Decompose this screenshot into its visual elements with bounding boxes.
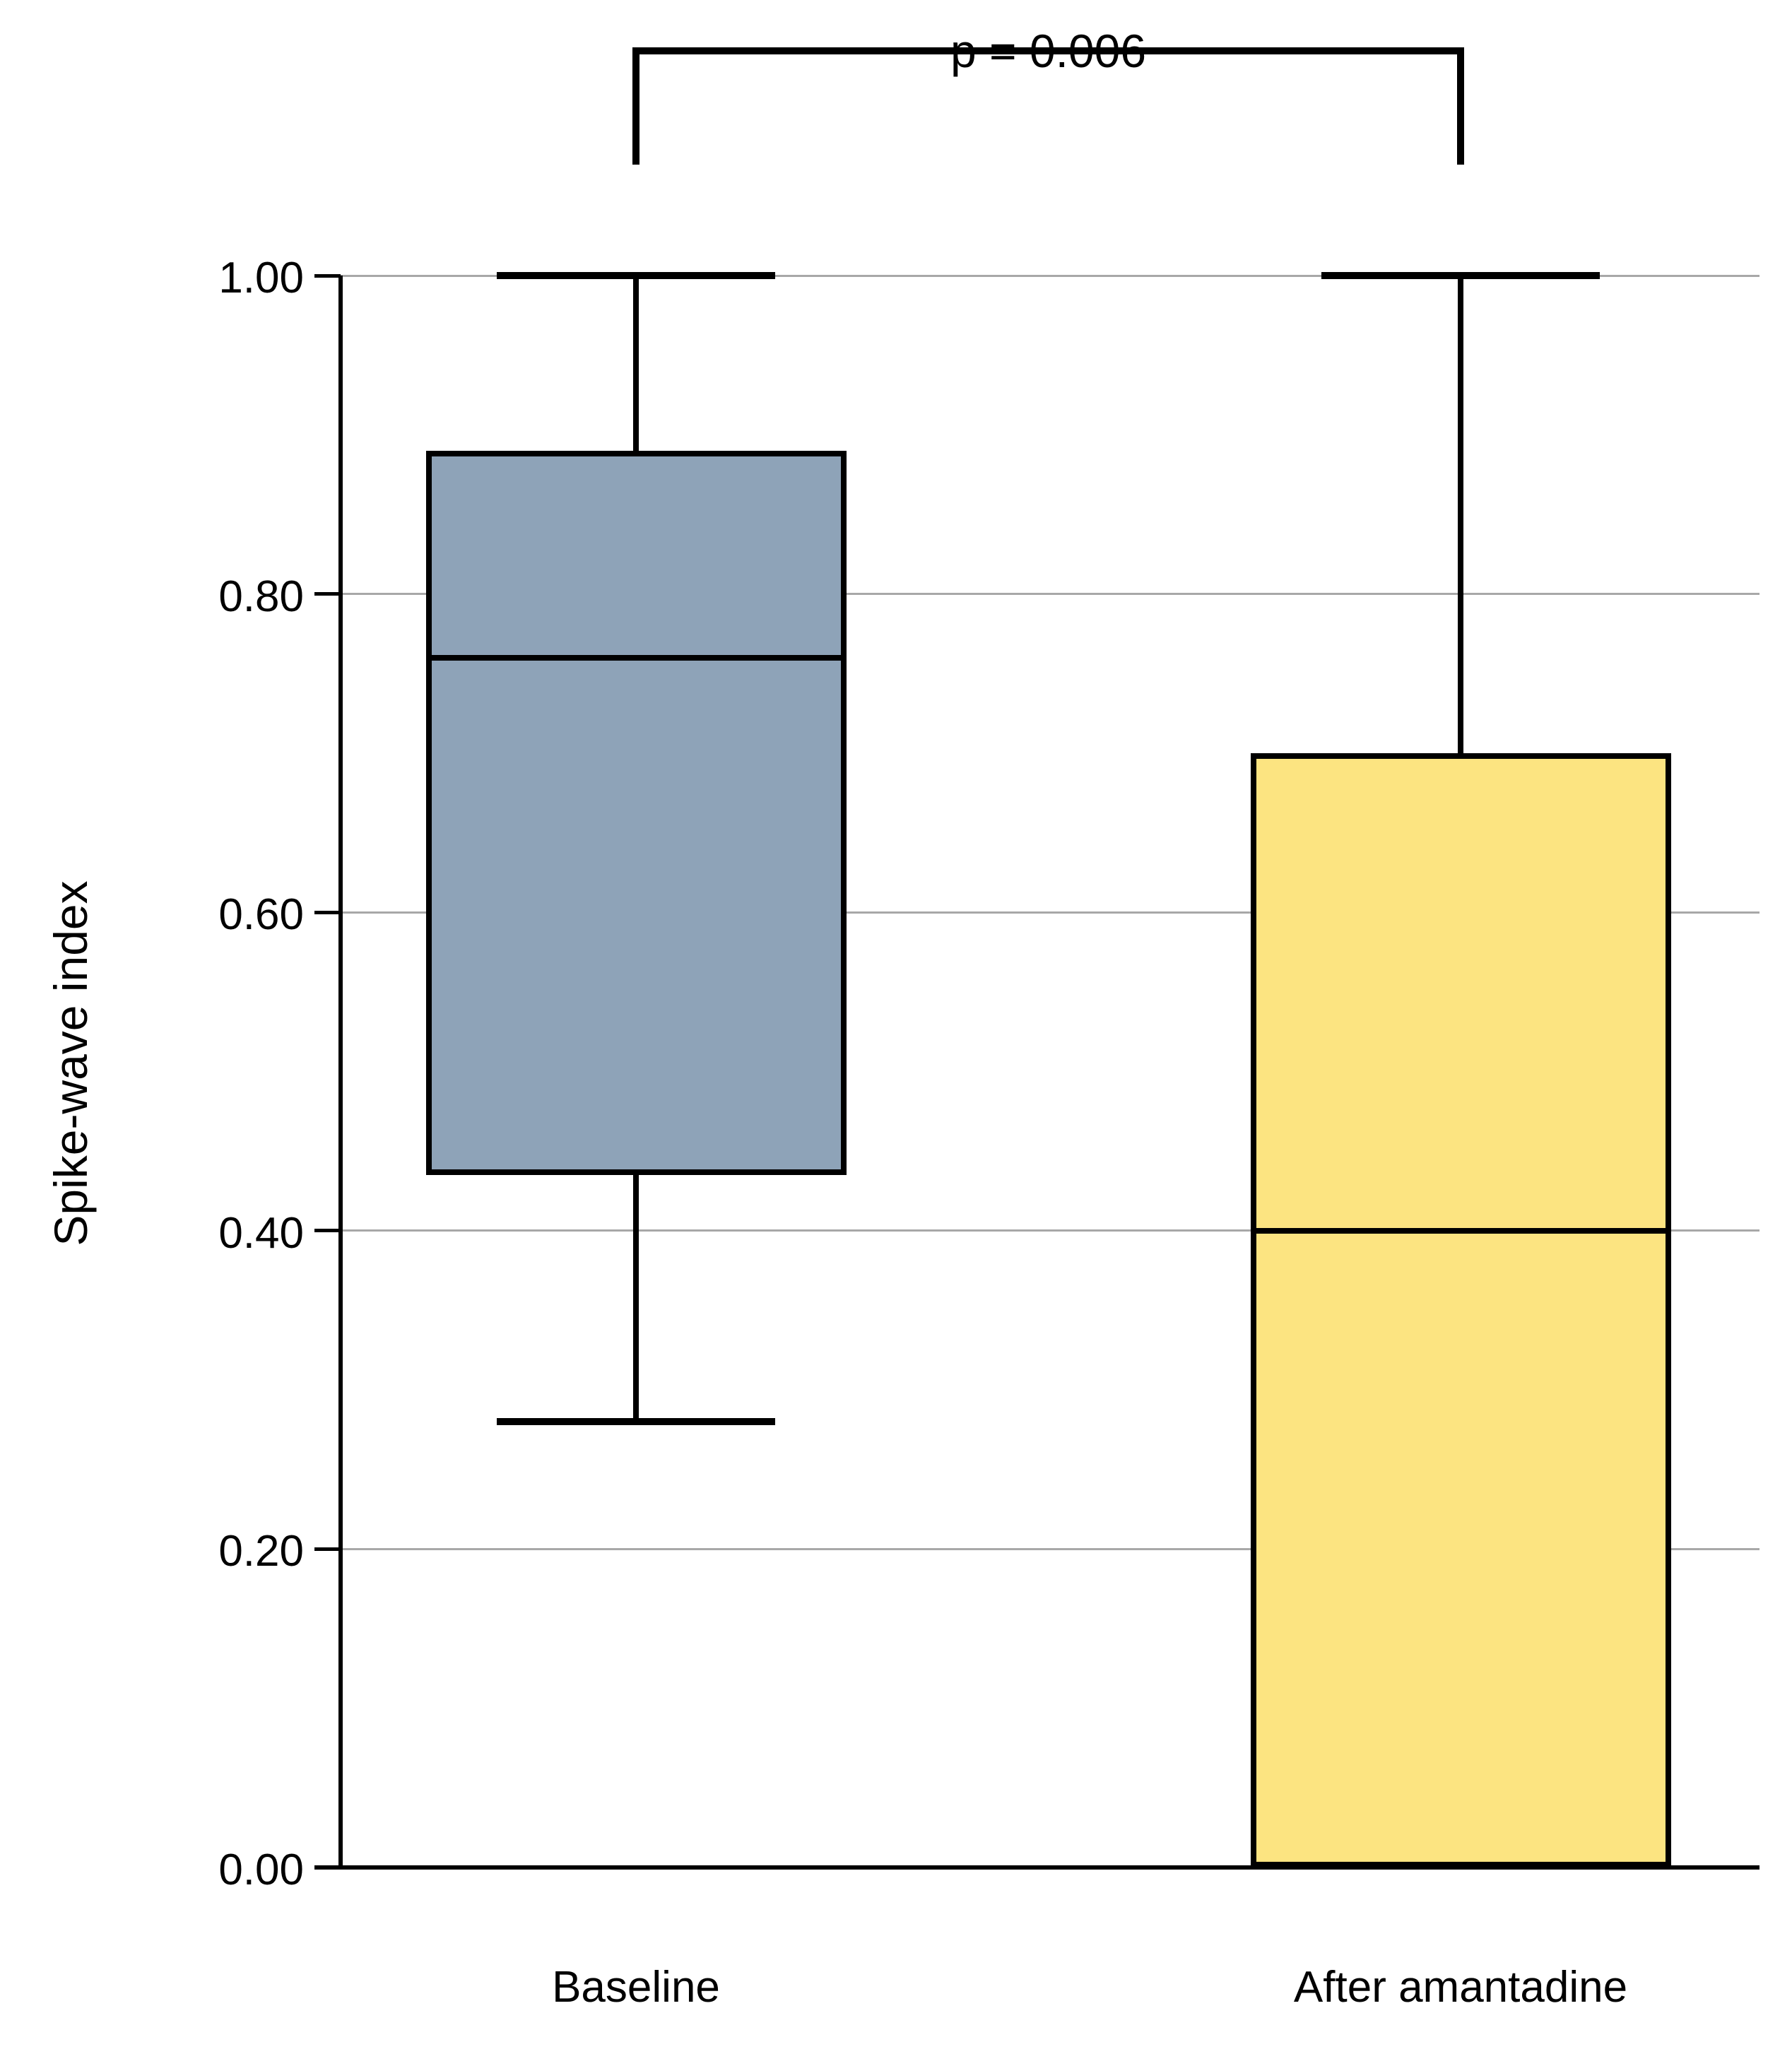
- gridline: [341, 1547, 1759, 1550]
- y-axis-line: [338, 276, 343, 1867]
- y-tick-label: 0.80: [218, 572, 304, 621]
- upper-whisker-line: [633, 276, 639, 451]
- x-category-label: Baseline: [552, 1963, 720, 2012]
- y-axis-title: Spike-wave index: [45, 880, 97, 1246]
- y-tick-label: 0.00: [218, 1846, 304, 1894]
- y-axis-tick: [314, 273, 341, 278]
- box-iqr-2: [1250, 752, 1671, 1867]
- gridline: [341, 593, 1759, 596]
- upper-whisker-line: [1458, 276, 1463, 753]
- lower-whisker-cap: [497, 1418, 775, 1426]
- y-axis-tick: [314, 1229, 341, 1233]
- y-tick-label: 0.40: [218, 1208, 304, 1258]
- significance-bracket-bar: [636, 47, 1461, 54]
- y-axis-tick: [314, 1547, 341, 1551]
- x-category-label: After amantadine: [1293, 1963, 1628, 2012]
- y-tick-label: 0.60: [218, 890, 304, 940]
- box-iqr-1: [425, 450, 847, 1175]
- gridline: [341, 911, 1759, 914]
- y-axis-tick: [314, 910, 341, 914]
- significance-bracket-left-leg: [632, 47, 639, 165]
- gridline: [341, 274, 1759, 277]
- upper-whisker-cap: [1321, 272, 1600, 279]
- gridline: [341, 1229, 1759, 1232]
- median-line-2: [1253, 1227, 1668, 1234]
- lower-whisker-line: [633, 1174, 639, 1422]
- x-axis-line: [314, 1865, 1759, 1870]
- median-line-1: [428, 654, 844, 661]
- y-tick-label: 0.20: [218, 1527, 304, 1576]
- y-tick-label: 1.00: [218, 254, 304, 302]
- y-axis-tick: [314, 592, 341, 596]
- upper-whisker-cap: [497, 272, 775, 279]
- significance-bracket-right-leg: [1457, 47, 1464, 165]
